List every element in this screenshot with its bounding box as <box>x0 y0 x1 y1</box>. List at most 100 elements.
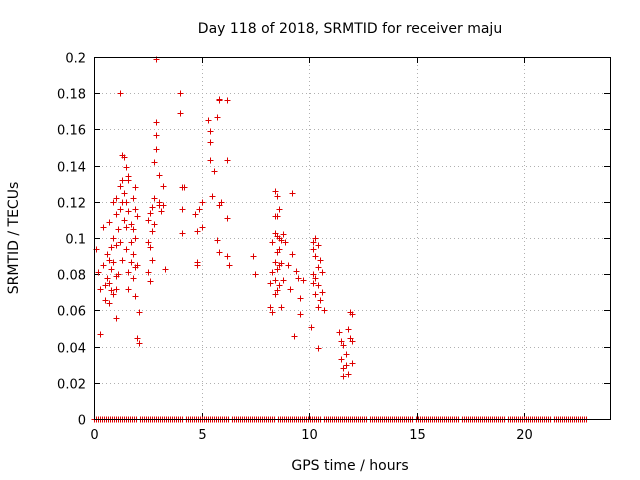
data-point <box>113 286 120 293</box>
data-point <box>207 157 214 164</box>
data-point <box>108 266 115 273</box>
y-axis-label: SRMTID / TECUs <box>6 182 22 295</box>
data-point <box>312 275 319 282</box>
data-point <box>291 333 298 340</box>
y-tick-label: 0.2 <box>65 52 86 67</box>
data-point <box>317 297 324 304</box>
x-tick-label: 15 <box>409 428 426 443</box>
y-tick-label: 0.02 <box>57 378 86 393</box>
data-point <box>287 286 294 293</box>
data-point <box>106 219 113 226</box>
data-point <box>207 139 214 146</box>
data-point <box>280 277 287 284</box>
data-point <box>125 208 132 215</box>
data-point <box>276 206 283 213</box>
data-point <box>153 132 160 139</box>
data-point <box>136 340 143 347</box>
data-point <box>108 287 115 294</box>
y-tick-label: 0 <box>78 414 86 429</box>
plot-frame <box>94 57 611 420</box>
data-point <box>121 217 128 224</box>
data-point <box>192 211 199 218</box>
data-point <box>274 287 281 294</box>
data-point <box>113 195 120 202</box>
data-point <box>149 228 156 235</box>
data-point <box>293 268 300 275</box>
data-point <box>297 311 304 318</box>
data-point <box>199 224 206 231</box>
data-point <box>134 335 141 342</box>
data-point <box>321 307 328 314</box>
x-axis-label: GPS time / hours <box>291 458 408 474</box>
data-point <box>216 97 223 104</box>
data-point <box>128 221 135 228</box>
data-point <box>336 329 343 336</box>
data-point <box>123 164 130 171</box>
y-tick-label: 0.18 <box>57 88 86 103</box>
data-point <box>315 345 322 352</box>
data-point <box>308 324 315 331</box>
data-point <box>151 195 158 202</box>
data-point <box>214 114 221 121</box>
data-point <box>216 249 223 256</box>
data-point <box>224 157 231 164</box>
data-point <box>95 269 102 276</box>
data-point <box>297 295 304 302</box>
data-point <box>151 221 158 228</box>
data-point <box>289 251 296 258</box>
data-point <box>310 246 317 253</box>
data-point <box>181 184 188 191</box>
data-point <box>102 297 109 304</box>
data-point <box>106 300 113 307</box>
data-point <box>149 257 156 264</box>
data-point <box>276 246 283 253</box>
data-point <box>145 269 152 276</box>
data-point <box>252 271 259 278</box>
data-point <box>289 190 296 197</box>
data-point <box>315 242 322 249</box>
data-point <box>136 309 143 316</box>
data-point <box>285 262 292 269</box>
data-point <box>123 246 130 253</box>
data-point <box>97 331 104 338</box>
data-point <box>100 224 107 231</box>
data-point <box>269 239 276 246</box>
data-point <box>315 304 322 311</box>
data-point <box>310 239 317 246</box>
data-point <box>130 226 137 233</box>
data-point <box>343 362 350 369</box>
data-point <box>104 251 111 258</box>
data-point <box>272 259 279 266</box>
data-point <box>338 356 345 363</box>
data-point <box>224 97 231 104</box>
data-point <box>274 266 281 273</box>
data-point <box>119 177 126 184</box>
data-point <box>312 235 319 242</box>
data-point <box>214 237 221 244</box>
data-point <box>224 215 231 222</box>
data-point <box>117 183 124 190</box>
data-point <box>340 365 347 372</box>
data-point <box>209 193 216 200</box>
y-tick-label: 0.08 <box>57 269 86 284</box>
data-point <box>319 289 326 296</box>
data-point <box>132 184 139 191</box>
data-point <box>177 90 184 97</box>
data-point <box>280 231 287 238</box>
data-point <box>160 183 167 190</box>
data-point <box>312 253 319 260</box>
data-point <box>110 291 117 298</box>
data-point <box>343 351 350 358</box>
data-point <box>278 237 285 244</box>
data-point <box>123 199 130 206</box>
data-point <box>130 195 137 202</box>
data-point <box>130 275 137 282</box>
data-point <box>121 154 128 161</box>
data-point <box>207 128 214 135</box>
data-point <box>145 239 152 246</box>
data-point <box>106 280 113 287</box>
data-point <box>160 202 167 209</box>
data-point <box>117 239 124 246</box>
data-point <box>132 293 139 300</box>
data-point <box>125 269 132 276</box>
